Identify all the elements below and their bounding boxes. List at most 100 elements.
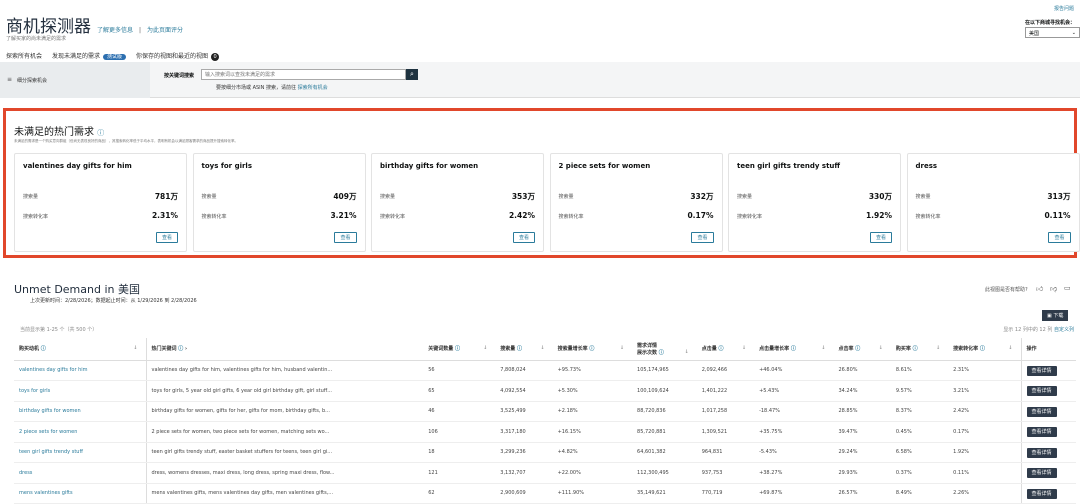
view-button[interactable]: 查看 <box>691 232 714 243</box>
column-header[interactable]: 点击率 ⓘ ↓ <box>833 338 891 361</box>
column-header[interactable]: 搜索转化率 ⓘ ↓ <box>948 338 1021 361</box>
view-button[interactable]: 查看 <box>869 232 892 243</box>
cell: 0.37% <box>890 462 949 484</box>
cell: +16.15% <box>552 421 633 443</box>
column-header[interactable]: 点击量增长率 ⓘ ↓ <box>754 338 834 361</box>
column-header[interactable]: 搜索量增长率 ⓘ ↓ <box>552 338 633 361</box>
cell: +69.87% <box>754 483 834 504</box>
sort-icon[interactable]: ↓ <box>821 345 826 352</box>
info-icon[interactable]: ⓘ <box>979 346 985 353</box>
cell: 112,300,495 <box>632 462 697 484</box>
cell[interactable]: mens valentines gifts <box>14 483 147 504</box>
search-button[interactable]: ⌕ <box>406 69 418 80</box>
info-icon[interactable]: ⓘ <box>40 346 46 353</box>
cell: 4,092,554 <box>495 380 553 402</box>
column-header[interactable]: 操作 <box>1020 338 1076 361</box>
cell[interactable]: birthday gifts for women <box>14 401 147 422</box>
view-button[interactable]: 查看 <box>334 232 357 243</box>
cell: 9.57% <box>890 380 949 402</box>
card-keyword: valentines day gifts for him <box>23 162 132 170</box>
thumbs-up-icon[interactable]: 👍︎ <box>1036 285 1044 293</box>
sort-icon[interactable]: ↓ <box>619 345 625 352</box>
column-header[interactable]: 搜索量 ⓘ ↓ <box>495 338 553 361</box>
info-icon[interactable]: ⓘ <box>790 346 796 353</box>
tab-explore[interactable]: 探索所有机会 <box>6 53 43 60</box>
column-label: 购买率 <box>895 346 911 353</box>
learn-more-link[interactable]: 了解更多信息 <box>97 27 134 34</box>
sort-icon[interactable]: ↓ <box>741 345 747 352</box>
view-details-button[interactable]: 查看详情 <box>1026 468 1057 479</box>
view-details-button[interactable]: 查看详情 <box>1026 447 1057 458</box>
explore-link[interactable]: 探索所有机会 <box>297 85 328 91</box>
conversion-label: 搜索转化率 <box>915 214 941 220</box>
save-icon: ▣ <box>1047 313 1052 319</box>
view-details-button[interactable]: 查看详情 <box>1026 365 1057 376</box>
view-button[interactable]: 查看 <box>512 232 535 243</box>
info-icon[interactable]: ⓘ <box>718 346 724 353</box>
thumbs-down-icon[interactable]: 👎︎ <box>1050 285 1058 293</box>
conversion-value: 3.21% <box>330 211 357 220</box>
search-icon: ⌕ <box>410 70 414 78</box>
sort-icon[interactable]: ↓ <box>1008 345 1013 352</box>
sort-icon[interactable]: ↓ <box>540 345 545 352</box>
column-header[interactable]: 热门关键词 ⓘ › <box>146 338 424 361</box>
cell[interactable]: dress <box>14 462 147 484</box>
page-subtitle: 了解买家的尚未满足的需求 <box>6 36 67 42</box>
cell: 28.85% <box>833 401 891 422</box>
sort-icon[interactable]: ↓ <box>878 345 883 352</box>
help-icon[interactable]: ⓘ <box>97 129 105 137</box>
cell: 29.24% <box>833 442 891 463</box>
sort-icon[interactable]: ↓ <box>483 345 488 352</box>
column-header[interactable]: 需求详情 展示次数 ⓘ ↓ <box>632 338 697 361</box>
view-details-button[interactable]: 查看详情 <box>1026 488 1057 499</box>
customize-columns-link[interactable]: 自定义列 <box>1053 327 1074 333</box>
sort-icon[interactable]: ↓ <box>133 345 138 352</box>
volume-value: 332万 <box>690 192 714 201</box>
sort-icon[interactable]: ↓ <box>935 345 941 352</box>
cell[interactable]: valentines day gifts for him <box>14 360 147 381</box>
cell: 7,808,024 <box>495 360 553 381</box>
download-button[interactable]: ▣ 下载 <box>1042 310 1069 321</box>
filter-panel[interactable]: ≡ 细分探索机会 <box>0 62 150 98</box>
column-label: 搜索量增长率 <box>557 346 588 353</box>
info-icon[interactable]: ⓘ <box>178 346 184 353</box>
view-details-button[interactable]: 查看详情 <box>1026 386 1057 397</box>
info-icon[interactable]: ⓘ <box>658 349 664 356</box>
conversion-label: 搜索转化率 <box>558 214 584 220</box>
search-input[interactable] <box>201 69 406 80</box>
cell[interactable]: 2 piece sets for women <box>14 421 147 443</box>
view-button[interactable]: 查看 <box>1048 232 1071 243</box>
cell: 0.17% <box>948 421 1021 443</box>
table-row: teen girl gifts trendy stuff teen girl gi… <box>14 442 1076 463</box>
report-link[interactable]: 报告问题 <box>1053 6 1074 12</box>
marketplace-select[interactable]: 美国 ⌄ <box>1025 27 1080 38</box>
view-button[interactable]: 查看 <box>155 232 178 243</box>
tab-saved-views[interactable]: 你保存的视图和最近的视图 0 <box>136 51 220 65</box>
cell[interactable]: toys for girls <box>14 380 147 402</box>
column-label: 点击量增长率 <box>759 346 790 353</box>
cell[interactable]: teen girl gifts trendy stuff <box>14 442 147 463</box>
rate-page-link[interactable]: 为此页面评分 <box>147 27 184 34</box>
column-header[interactable]: 关键词数量 ⓘ ↓ <box>423 338 496 361</box>
cell: 26.80% <box>833 360 891 381</box>
column-header[interactable]: 购买率 ⓘ ↓ <box>890 338 949 361</box>
chevron-right-icon[interactable]: › <box>185 346 188 353</box>
info-icon[interactable]: ⓘ <box>855 346 861 353</box>
column-header[interactable]: 点击量 ⓘ ↓ <box>696 338 755 361</box>
hot-demand-desc: 未满足的需求是一个购买意向群组（但尚无表现良好的商品），其搜索转化率低于平均水平… <box>14 139 238 143</box>
view-details-button[interactable]: 查看详情 <box>1026 427 1057 438</box>
info-icon[interactable]: ⓘ <box>517 346 523 353</box>
sort-icon[interactable]: ↓ <box>684 348 689 355</box>
info-icon[interactable]: ⓘ <box>454 346 460 353</box>
info-icon[interactable]: ⓘ <box>912 346 918 353</box>
info-icon[interactable]: ⓘ <box>589 346 595 353</box>
demand-card: teen girl gifts trendy stuff 搜索量 330万 搜索… <box>728 153 901 252</box>
column-header[interactable]: 购买动机 ⓘ ↓ <box>14 338 147 361</box>
action-cell: 查看详情 <box>1020 380 1076 402</box>
view-details-button[interactable]: 查看详情 <box>1026 406 1057 417</box>
column-label: 热门关键词 <box>151 346 177 353</box>
card-keyword: 2 piece sets for women <box>558 162 651 170</box>
volume-value: 313万 <box>1047 192 1071 201</box>
comment-icon[interactable]: ▭ <box>1064 284 1071 292</box>
search-label: 按关键词搜索 <box>164 73 195 79</box>
